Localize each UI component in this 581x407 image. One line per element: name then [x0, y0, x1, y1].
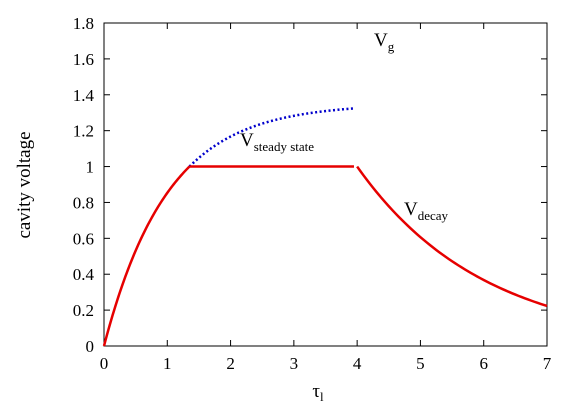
- x-tick-label: 2: [226, 354, 235, 373]
- label-vsteady-sub: steady state: [254, 139, 315, 154]
- x-tick-label: 4: [353, 354, 362, 373]
- y-tick-label: 1.2: [73, 122, 94, 141]
- y-axis-ticks: 0 0.2 0.4 0.6 0.8 1 1.2 1.4 1.6 1.8: [73, 14, 547, 356]
- y-tick-label: 0.6: [73, 229, 94, 248]
- label-vg: Vg: [374, 30, 395, 54]
- label-vg-main: V: [374, 30, 388, 51]
- x-tick-label: 0: [100, 354, 109, 373]
- y-axis-title: cavity voltage: [14, 131, 35, 238]
- series-layer: [102, 107, 548, 347]
- label-vdecay: Vdecay: [404, 199, 449, 223]
- label-vg-sub: g: [388, 39, 395, 54]
- x-tick-label: 7: [543, 354, 552, 373]
- x-tick-label: 3: [290, 354, 299, 373]
- y-tick-label: 0.8: [73, 193, 94, 212]
- label-vsteady: Vsteady state: [240, 130, 314, 154]
- plot-frame: [103, 22, 548, 347]
- y-tick-label: 0.4: [73, 265, 95, 284]
- series-line-generator: [188, 107, 355, 168]
- x-axis-ticks: 0 1 2 3 4 5 6 7: [100, 23, 552, 373]
- y-tick-label: 1: [86, 158, 95, 177]
- label-vdecay-sub: decay: [418, 208, 449, 223]
- label-vsteady-main: V: [240, 130, 254, 151]
- series-line-rise: [102, 165, 191, 347]
- x-axis-title: τl: [312, 381, 324, 404]
- series-line-decay: [356, 165, 548, 308]
- x-tick-label: 1: [163, 354, 172, 373]
- y-tick-label: 0: [86, 337, 95, 356]
- x-tick-label: 5: [416, 354, 425, 373]
- y-tick-label: 1.8: [73, 14, 94, 33]
- y-tick-label: 0.2: [73, 301, 94, 320]
- y-tick-label: 1.4: [73, 86, 95, 105]
- x-tick-label: 6: [479, 354, 488, 373]
- x-axis-title-sub: l: [320, 389, 324, 404]
- label-vdecay-main: V: [404, 199, 418, 220]
- x-axis-title-main: τ: [312, 381, 320, 402]
- y-tick-label: 1.6: [73, 50, 94, 69]
